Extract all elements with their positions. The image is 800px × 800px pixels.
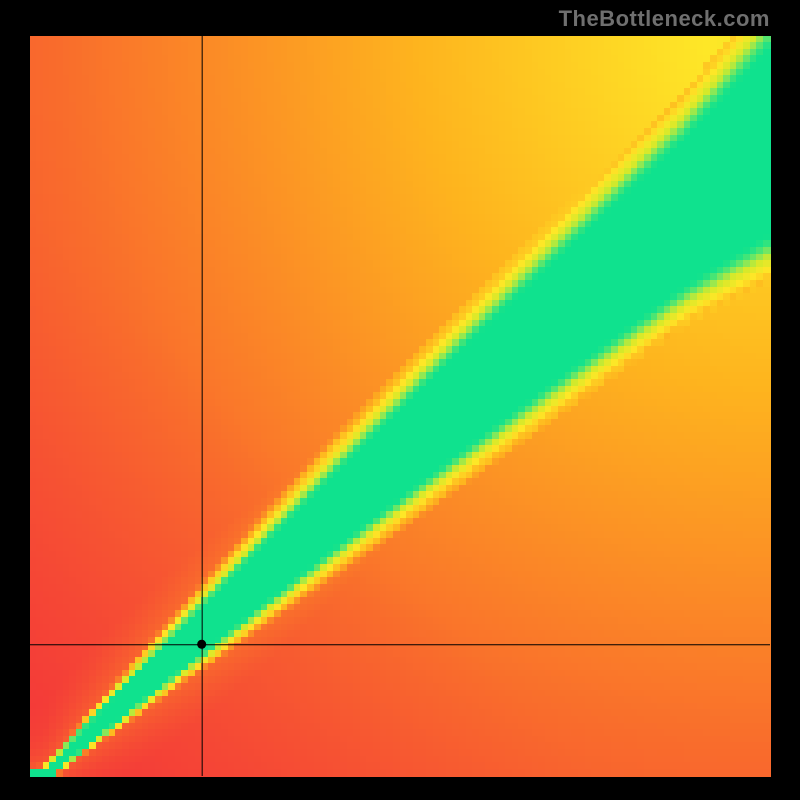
bottleneck-heatmap <box>0 0 800 800</box>
watermark-text: TheBottleneck.com <box>559 6 770 32</box>
